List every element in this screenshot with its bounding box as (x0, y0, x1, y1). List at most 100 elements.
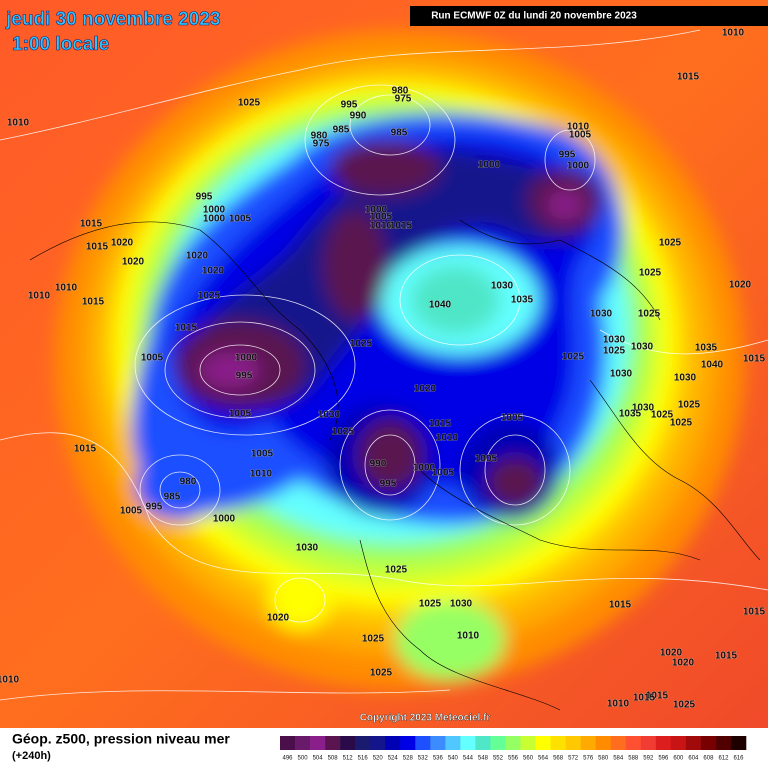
isobar-label: 1015 (175, 323, 198, 334)
isobar-label: 1030 (674, 373, 697, 384)
legend-swatch (520, 736, 536, 750)
legend-swatch (700, 736, 717, 750)
isobar-label: 1015 (74, 444, 97, 455)
isobar-label: 1005 (229, 409, 252, 420)
legend-swatch (430, 736, 446, 750)
isobar-label: 1005 (432, 468, 455, 479)
isobar-label: 1010 (55, 283, 78, 294)
isobar-label: 1025 (678, 400, 701, 411)
legend-swatch (730, 736, 747, 750)
legend-swatch (655, 736, 672, 750)
isobar-label: 1025 (639, 268, 662, 279)
isobar-label: 1015 (677, 72, 700, 83)
isobar-label: 1025 (670, 418, 693, 429)
isobar-label: 1010 (250, 469, 273, 480)
isobar-label: 1010 (28, 291, 51, 302)
forecast-time: 1:00 locale (12, 34, 109, 55)
isobar-label: 985 (391, 128, 408, 139)
isobar-label: 1025 (638, 309, 661, 320)
isobar-label: 1000 (365, 205, 388, 216)
legend-value: 616 (733, 756, 744, 762)
run-banner (410, 6, 768, 26)
isobar-label: 1020 (122, 257, 145, 268)
isobar-label: 1000 (413, 463, 436, 474)
legend-value: 496 (283, 756, 294, 762)
legend-swatch (595, 736, 612, 750)
isobar-label: 1030 (450, 599, 473, 610)
isobar-label: 1015 (86, 242, 109, 253)
isobar-label: 1010 (607, 699, 630, 710)
isobar-label: 990 (370, 459, 387, 470)
legend-swatch (370, 736, 386, 750)
legend-title: Géop. z500, pression niveau mer (12, 731, 230, 747)
lead-time: (+240h) (12, 750, 51, 762)
legend-swatch (490, 736, 506, 750)
geopotential-field (55, 30, 745, 690)
legend-value: 500 (298, 756, 309, 762)
legend-swatch (415, 736, 431, 750)
legend-value: 556 (508, 756, 519, 762)
isobar-label: 1020 (186, 251, 209, 262)
legend-value: 516 (358, 756, 369, 762)
isobar-label: 1015 (80, 219, 103, 230)
isobar-label: 1020 (414, 384, 437, 395)
isobar-label: 1035 (695, 343, 718, 354)
isobar-label: 1000 (478, 160, 501, 171)
legend-value: 560 (523, 756, 534, 762)
legend-value: 532 (418, 756, 429, 762)
isobar-label: 1005 (569, 130, 592, 141)
isobar-label: 1015 (715, 651, 738, 662)
legend-value: 564 (538, 756, 549, 762)
isobar-label: 1040 (701, 360, 724, 371)
isobar-label: 995 (146, 502, 163, 513)
isobar-label: 1025 (673, 700, 696, 711)
isobar-label: 990 (350, 111, 367, 122)
isobar-label: 995 (559, 150, 576, 161)
isobar-label: 995 (236, 371, 253, 382)
isobar-label: 1005 (229, 214, 252, 225)
isobar-label: 1025 (651, 410, 674, 421)
isobar-label: 1035 (511, 295, 534, 306)
legend-swatch (625, 736, 642, 750)
isobar-label: 1020 (111, 238, 134, 249)
isobar-label: 1030 (631, 342, 654, 353)
isobar-label: 1010 (436, 433, 459, 444)
legend-swatch (670, 736, 687, 750)
isobar-label: 1000 (203, 205, 226, 216)
isobar-label: 1025 (603, 346, 626, 357)
legend-value: 596 (658, 756, 669, 762)
legend-swatch (565, 736, 581, 750)
legend-value: 608 (703, 756, 714, 762)
isobar-label: 1015 (633, 693, 656, 704)
isobar-label: 995 (341, 100, 358, 111)
legend-value: 552 (493, 756, 504, 762)
isobar-label: 1005 (251, 449, 274, 460)
isobar-label: 1025 (362, 634, 385, 645)
isobar-label: 1025 (198, 291, 221, 302)
legend-value: 512 (343, 756, 354, 762)
isobar-label: 995 (380, 479, 397, 490)
isobar-label: 1005 (501, 413, 524, 424)
isobar-label: 1015 (429, 419, 452, 430)
isobar-label: 1015 (743, 354, 766, 365)
isobar-label: 1025 (350, 339, 373, 350)
legend-swatch (325, 736, 341, 750)
isobar-label: 1005 (141, 353, 164, 364)
legend-value: 548 (478, 756, 489, 762)
isobar-label: 1010 (7, 118, 30, 129)
isobars (0, 29, 768, 701)
isobar-label: 1030 (296, 543, 319, 554)
legend-swatch (400, 736, 416, 750)
legend-value: 572 (568, 756, 579, 762)
copyright: Copyright 2023 Meteociel.fr (360, 713, 491, 724)
coastlines (29, 219, 761, 711)
legend-swatch (610, 736, 627, 750)
legend-value: 580 (598, 756, 609, 762)
isobar-label: 1020 (267, 613, 290, 624)
legend-value: 612 (718, 756, 729, 762)
isobar-label: 1005 (475, 454, 498, 465)
isobar-label: 1030 (632, 403, 655, 414)
isobar-label: 980 (311, 131, 328, 142)
